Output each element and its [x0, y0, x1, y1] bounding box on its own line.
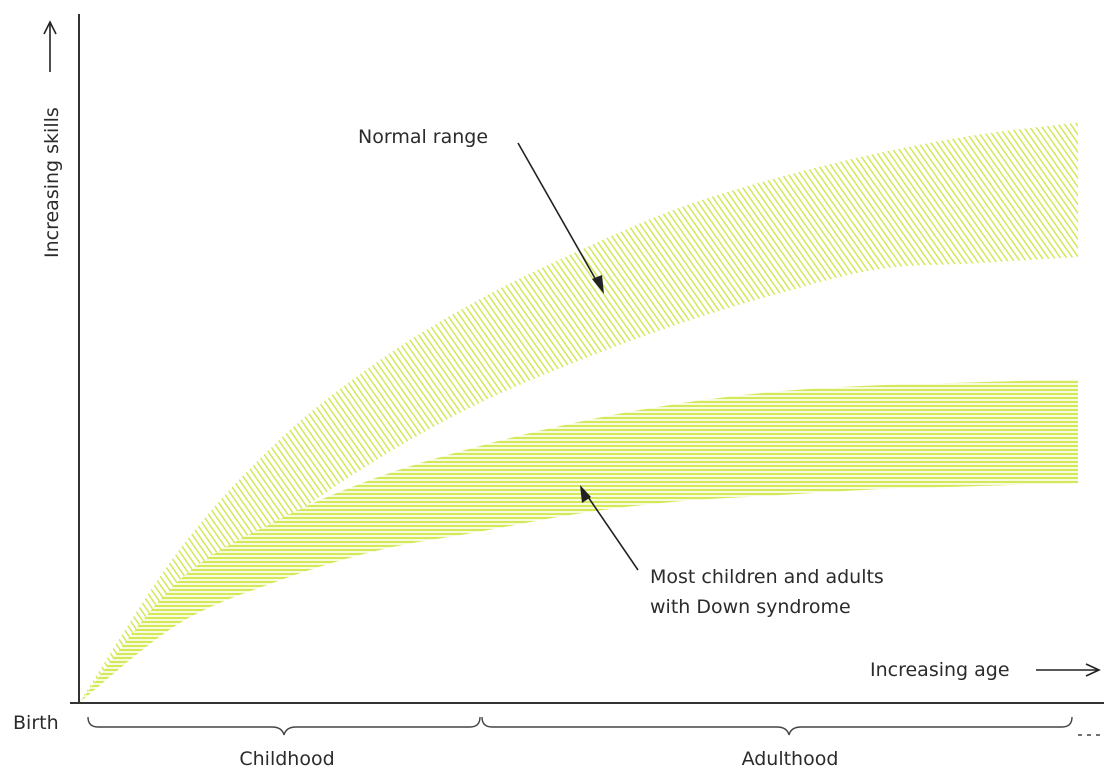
bands-group	[79, 122, 1078, 704]
annotation-normal-range: Normal range	[358, 126, 488, 148]
annotation-normal-range-arrow	[517, 142, 604, 294]
segment-label-childhood: Childhood	[239, 748, 334, 770]
origin-label: Birth	[13, 712, 59, 734]
band-normal-range	[79, 122, 1078, 704]
annotation-down-syndrome-line1: Most children and adults	[650, 566, 884, 588]
annotation-down-syndrome-arrow	[580, 485, 639, 571]
y-axis-label: Increasing skills	[41, 107, 63, 258]
y-axis-arrow	[43, 20, 57, 72]
childhood-brace	[87, 716, 481, 736]
x-axis-arrow	[1036, 663, 1101, 677]
segment-label-adulthood: Adulthood	[742, 748, 839, 770]
annotation-down-syndrome-line2: with Down syndrome	[650, 596, 851, 618]
adulthood-brace	[481, 716, 1073, 736]
band-down-syndrome	[79, 379, 1078, 703]
x-axis-label: Increasing age	[870, 659, 1010, 681]
